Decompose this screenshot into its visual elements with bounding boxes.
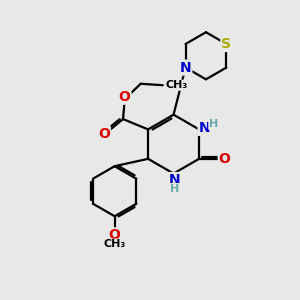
Text: N: N	[180, 61, 191, 75]
Text: N: N	[199, 121, 210, 135]
Text: H: H	[170, 184, 180, 194]
Text: CH₃: CH₃	[165, 80, 188, 90]
Text: O: O	[109, 228, 121, 242]
Text: H: H	[209, 119, 218, 129]
Text: N: N	[169, 173, 181, 187]
Text: CH₃: CH₃	[103, 239, 126, 249]
Text: O: O	[98, 127, 110, 141]
Text: O: O	[219, 152, 231, 166]
Text: S: S	[221, 37, 231, 51]
Text: O: O	[118, 90, 130, 104]
